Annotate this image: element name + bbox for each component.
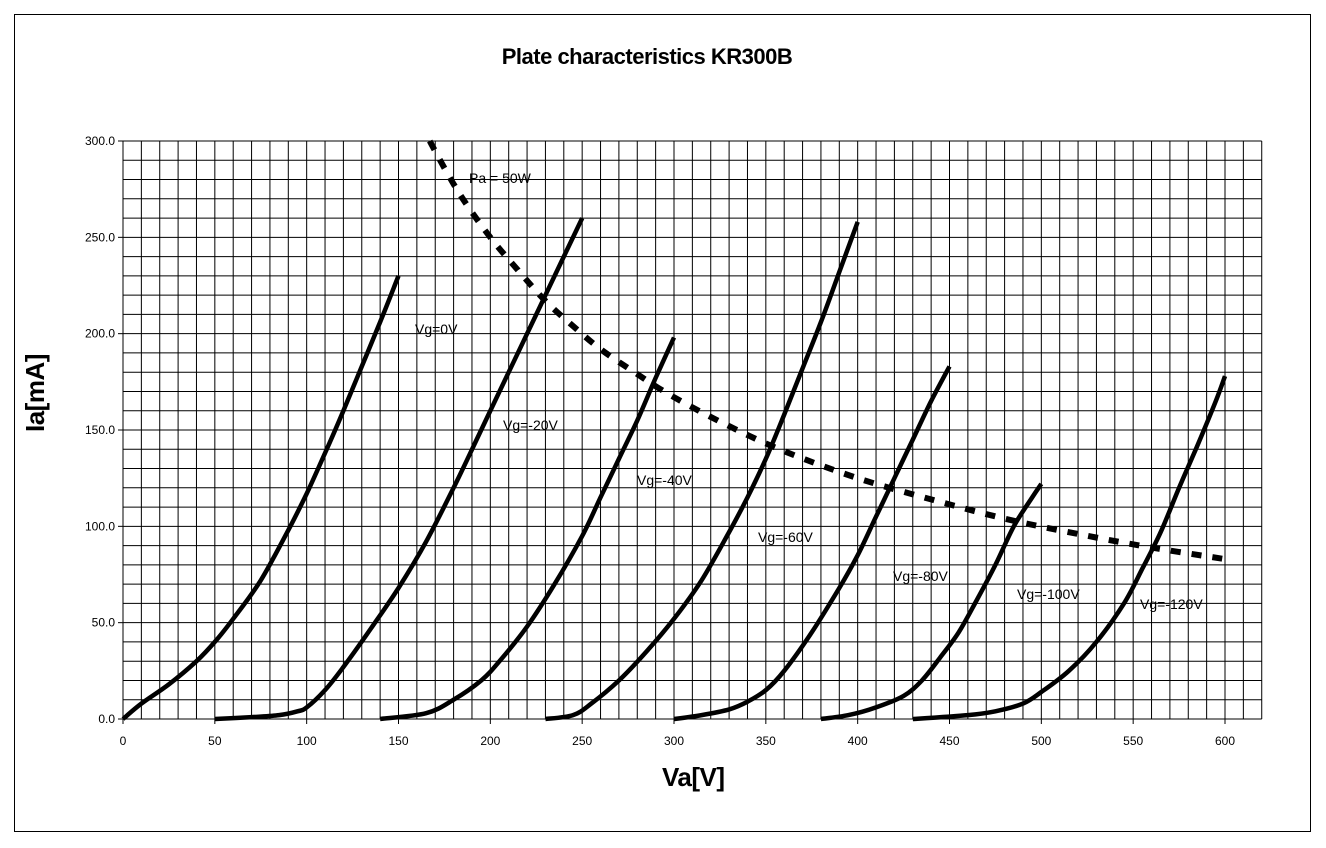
series-line-vg-100v	[820, 482, 1044, 722]
y-tick-label: 150.0	[85, 423, 115, 437]
series-line-vg-120v	[912, 375, 1228, 722]
chart-frame	[14, 14, 1311, 832]
x-tick-label: 150	[388, 734, 408, 748]
series-line-vg-60v	[545, 221, 860, 722]
series-line-vg-80v	[673, 365, 952, 722]
x-tick-label: 50	[208, 734, 222, 748]
annotation-vg-60v: Vg=-60V	[758, 529, 814, 545]
y-tick-label: 300.0	[85, 134, 115, 148]
y-tick-label: 250.0	[85, 230, 115, 244]
y-tick-label: 0.0	[98, 712, 115, 726]
annotation-pa-50w: Pa = 50W	[469, 170, 532, 186]
annotation-vg-80v: Vg=-80V	[893, 568, 949, 584]
series-line-vg-0v	[121, 275, 401, 721]
annotation-vg-100v: Vg=-100V	[1017, 586, 1080, 602]
x-tick-label: 300	[664, 734, 684, 748]
series-line-vg-20v	[214, 217, 585, 722]
x-tick-label: 450	[939, 734, 959, 748]
series-line-vg-40v	[379, 336, 677, 722]
x-tick-label: 200	[480, 734, 500, 748]
annotation-vg-120v: Vg=-120V	[1140, 596, 1203, 612]
annotation-vg-20v: Vg=-20V	[503, 417, 559, 433]
x-tick-label: 400	[848, 734, 868, 748]
annotation-vg-0v: Vg=0V	[415, 321, 458, 337]
x-tick-label: 100	[297, 734, 317, 748]
y-tick-label: 50.0	[92, 616, 116, 630]
x-tick-label: 0	[120, 734, 127, 748]
annotation-vg-40v: Vg=-40V	[637, 472, 693, 488]
x-tick-label: 550	[1123, 734, 1143, 748]
x-tick-label: 500	[1031, 734, 1051, 748]
chart-title: Plate characteristics KR300B	[501, 44, 793, 69]
y-tick-label: 200.0	[85, 327, 115, 341]
x-axis-label: Va[V]	[662, 762, 725, 792]
x-tick-label: 350	[756, 734, 776, 748]
x-tick-label: 250	[572, 734, 592, 748]
series-line-pa-50w	[427, 139, 1226, 563]
x-tick-label: 600	[1215, 734, 1235, 748]
y-tick-label: 100.0	[85, 519, 115, 533]
